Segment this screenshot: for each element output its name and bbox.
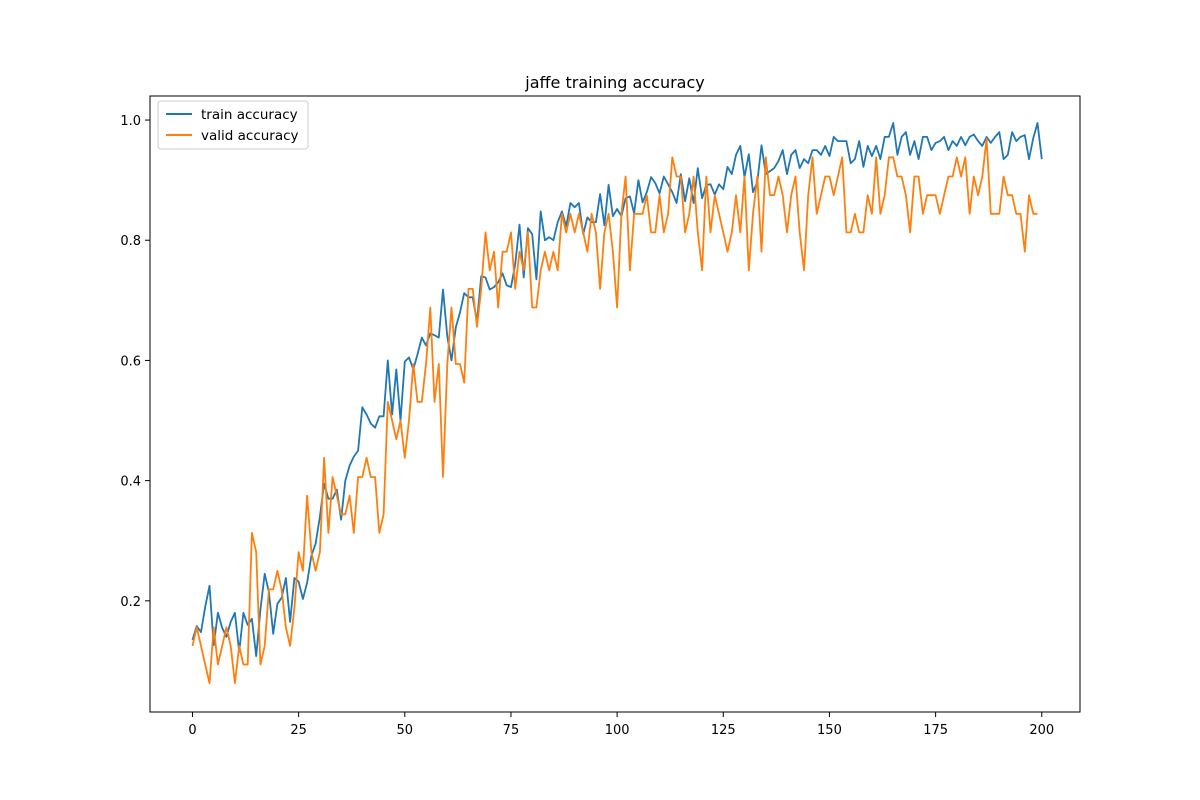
x-tick-label: 125 [711,723,736,738]
x-tick-label: 100 [605,723,630,738]
x-tick-label: 0 [188,723,196,738]
x-axis: 0 25 50 75 100 125 150 175 200 [188,712,1054,738]
legend-label-train: train accuracy [201,107,298,123]
y-tick-label: 0.6 [120,354,141,369]
legend-label-valid: valid accuracy [201,128,299,144]
x-tick-label: 150 [817,723,842,738]
plot-area [149,95,1081,713]
axes-frame [149,95,1081,713]
y-tick-label: 1.0 [120,114,141,129]
series-line-valid-accuracy [191,137,1038,685]
legend-box [157,100,309,150]
x-tick-label: 25 [290,723,307,738]
x-tick-label: 200 [1029,723,1054,738]
series-line-train-accuracy [191,122,1043,657]
chart-title: jaffe training accuracy [524,73,704,92]
y-tick-label: 0.8 [120,234,141,249]
y-tick-label: 0.4 [120,475,141,490]
y-tick-label: 0.2 [120,595,141,610]
x-tick-label: 50 [397,723,414,738]
x-tick-label: 175 [923,723,948,738]
x-tick-label: 75 [503,723,520,738]
legend: train accuracy valid accuracy [157,100,309,150]
y-axis: 0.2 0.4 0.6 0.8 1.0 [120,114,150,610]
